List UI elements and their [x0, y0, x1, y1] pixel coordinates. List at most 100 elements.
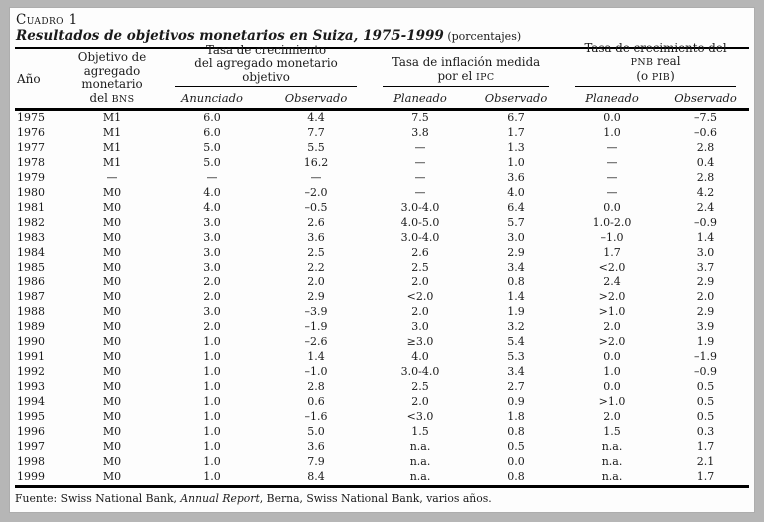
- cell-aggregate-target: M1: [102, 155, 122, 169]
- document-page: Cuadro 1 Resultados de objetivos monetar…: [10, 8, 754, 512]
- cell-year: 1992: [17, 365, 45, 379]
- table-body: 1975 M1 6.0 4.4 7.5 6.7 0.0 –7.5 1976 M1…: [15, 110, 749, 487]
- cell-announced-growth: 4.0: [203, 200, 221, 214]
- cell-announced-growth: 1.0: [203, 454, 221, 468]
- cell-year: 1987: [17, 290, 45, 304]
- cell-observed-inflation: 0.8: [507, 469, 525, 483]
- cell-observed-growth: –1.0: [304, 365, 328, 379]
- cell-observed-gnp: 2.9: [696, 275, 715, 289]
- cell-planned-inflation: 2.5: [411, 380, 429, 394]
- cell-observed-inflation: 1.4: [507, 290, 525, 304]
- cell-announced-growth: 1.0: [203, 380, 221, 394]
- cell-planned-inflation: <2.0: [406, 290, 434, 304]
- cell-planned-inflation: 7.5: [411, 111, 429, 124]
- cell-aggregate-target: —: [106, 170, 118, 184]
- cell-observed-gnp: 0.5: [696, 395, 715, 409]
- cell-year: 1999: [17, 469, 45, 483]
- cell-observed-growth: –2.6: [304, 335, 328, 349]
- cell-planned-inflation: 2.0: [411, 305, 429, 319]
- cell-observed-growth: 2.0: [307, 275, 325, 289]
- cell-planned-inflation: 2.0: [411, 275, 429, 289]
- cell-planned-inflation: 3.0: [411, 320, 429, 334]
- cell-announced-growth: 1.0: [203, 395, 221, 409]
- group-header-box: Tasa de crecimiento del agregado monetar…: [175, 43, 358, 87]
- subheader-planned-inflation: Planeado: [370, 87, 471, 111]
- cell-planned-gnp: —: [606, 155, 618, 169]
- table-title-note: (porcentajes): [443, 30, 522, 43]
- cell-planned-inflation: n.a.: [409, 469, 431, 483]
- cell-announced-growth: 1.0: [203, 365, 221, 379]
- cell-observed-gnp: 3.0: [696, 245, 715, 259]
- cell-announced-growth: 2.0: [203, 290, 221, 304]
- cell-planned-gnp: >1.0: [598, 305, 626, 319]
- cell-observed-gnp: 1.7: [696, 469, 715, 483]
- cell-observed-gnp: –0.9: [694, 365, 718, 379]
- cell-observed-growth: 0.6: [307, 395, 325, 409]
- cell-observed-gnp: 0.3: [696, 425, 715, 439]
- cell-year: 1975: [17, 111, 45, 124]
- cell-planned-gnp: 0.0: [603, 111, 621, 124]
- cell-aggregate-target: M0: [102, 260, 122, 274]
- cell-observed-inflation: 1.7: [507, 125, 525, 139]
- cell-aggregate-target: M0: [102, 215, 122, 229]
- cell-year: 1991: [17, 350, 45, 364]
- table-row: 1976 M1 6.0 7.7 3.8 1.7 1.0 –0.6: [15, 126, 749, 141]
- cell-planned-inflation: —: [414, 185, 426, 199]
- cell-planned-gnp: 1.0: [603, 125, 621, 139]
- cell-observed-growth: –1.9: [304, 320, 328, 334]
- cell-observed-growth: –2.0: [304, 185, 328, 199]
- cell-planned-inflation: 3.0-4.0: [400, 365, 440, 379]
- cell-aggregate-target: M0: [102, 380, 122, 394]
- cell-observed-growth: 16.2: [303, 155, 329, 169]
- cell-observed-gnp: 0.5: [696, 410, 715, 424]
- table-row: 1979 — — — — 3.6 — 2.8: [15, 171, 749, 186]
- aggregate-header-line: Objetivo de: [77, 50, 147, 64]
- cell-planned-gnp: 0.0: [603, 200, 621, 214]
- cell-aggregate-target: M0: [102, 469, 122, 483]
- cell-observed-inflation: 4.0: [507, 185, 525, 199]
- aggregate-header-line: monetario: [81, 77, 143, 91]
- cell-planned-gnp: —: [606, 185, 618, 199]
- subheader-observed-inflation: Observado: [470, 87, 563, 111]
- table-row: 1997 M0 1.0 3.6 n.a. 0.5 n.a. 1.7: [15, 440, 749, 455]
- cell-observed-growth: –0.5: [304, 200, 328, 214]
- cell-year: 1998: [17, 454, 45, 468]
- table-row: 1978 M1 5.0 16.2 — 1.0 — 0.4: [15, 156, 749, 171]
- group-header-inflation: Tasa de inflación medida por el IPC: [370, 48, 562, 87]
- cell-announced-growth: 3.0: [203, 245, 221, 259]
- cell-announced-growth: 3.0: [203, 215, 221, 229]
- cell-observed-growth: 2.8: [307, 380, 325, 394]
- cell-observed-growth: 5.5: [307, 140, 325, 154]
- table-row: 1995 M0 1.0 –1.6 <3.0 1.8 2.0 0.5: [15, 410, 749, 425]
- cell-planned-gnp: 1.0: [603, 365, 621, 379]
- cell-planned-inflation: —: [414, 155, 426, 169]
- table-row: 1993 M0 1.0 2.8 2.5 2.7 0.0 0.5: [15, 380, 749, 395]
- cell-year: 1990: [17, 335, 45, 349]
- cell-year: 1988: [17, 305, 45, 319]
- cell-observed-inflation: 6.4: [507, 200, 525, 214]
- cell-planned-gnp: 1.0-2.0: [592, 215, 632, 229]
- cell-planned-gnp: –1.0: [600, 230, 624, 244]
- cell-announced-growth: 1.0: [203, 439, 221, 453]
- cell-planned-inflation: 4.0: [411, 350, 429, 364]
- table-header: Año Objetivo de agregado monetario del B…: [15, 41, 750, 111]
- cell-planned-gnp: 0.0: [603, 380, 621, 394]
- cell-observed-inflation: 2.7: [507, 380, 525, 394]
- cell-observed-growth: 8.4: [307, 469, 325, 483]
- cell-planned-inflation: n.a.: [409, 439, 431, 453]
- cell-observed-inflation: 1.9: [507, 305, 525, 319]
- cell-observed-inflation: 6.7: [507, 111, 525, 124]
- cell-observed-gnp: 2.4: [696, 200, 715, 214]
- group-header-box: Tasa de crecimiento del PNB real (o PIB): [575, 41, 737, 87]
- cell-observed-growth: 1.4: [307, 350, 325, 364]
- cell-announced-growth: —: [206, 170, 218, 184]
- cell-planned-gnp: 1.7: [603, 245, 621, 259]
- table-label: Cuadro 1: [16, 12, 78, 28]
- ipc-acronym: IPC: [476, 71, 495, 83]
- cell-observed-growth: 2.9: [307, 290, 325, 304]
- subheader-planned-gnp: Planeado: [562, 87, 663, 111]
- table-row: 1987 M0 2.0 2.9 <2.0 1.4 >2.0 2.0: [15, 290, 749, 305]
- cell-observed-inflation: 0.8: [507, 275, 525, 289]
- pib-acronym: PIB: [651, 71, 671, 83]
- cell-observed-growth: 7.9: [307, 454, 325, 468]
